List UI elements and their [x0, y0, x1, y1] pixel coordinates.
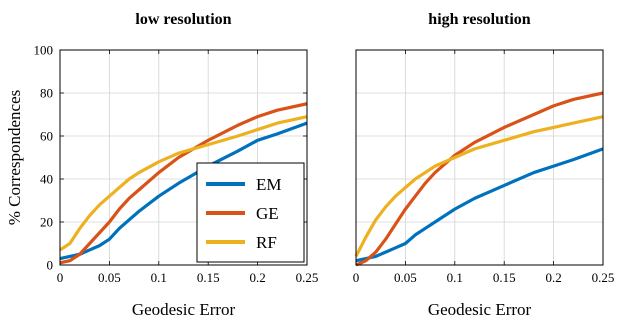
x-tick-label: 0.25 — [296, 270, 319, 285]
series-line-em — [59, 121, 308, 261]
x-tick-label: 0.15 — [493, 270, 516, 285]
y-tick-label: 80 — [40, 86, 53, 101]
x-axis-label: Geodesic Error — [428, 300, 532, 319]
y-axis-label: % Correspondences — [5, 90, 24, 226]
legend-label-rf: RF — [256, 233, 277, 252]
series-line-em — [355, 147, 604, 263]
x-tick-label: 0 — [353, 270, 360, 285]
x-tick-label: 0.05 — [394, 270, 417, 285]
chart-title: low resolution — [135, 11, 231, 28]
x-tick-label: 0.1 — [447, 270, 463, 285]
x-axis-label: Geodesic Error — [132, 300, 236, 319]
legend-label-ge: GE — [256, 204, 279, 223]
y-tick-label: 0 — [47, 258, 54, 273]
series-line-ge — [59, 102, 308, 265]
x-tick-label: 0.15 — [197, 270, 220, 285]
series-line-rf — [354, 115, 604, 258]
plot-frame — [59, 49, 308, 266]
series-line-ge — [355, 91, 604, 267]
x-tick-label: 0.2 — [249, 270, 265, 285]
series-line-rf — [59, 115, 308, 252]
legend-label-em: EM — [256, 175, 282, 194]
x-tick-label: 0.25 — [592, 270, 615, 285]
plot-frame — [355, 49, 604, 266]
chart-title: high resolution — [428, 11, 531, 28]
y-tick-label: 40 — [40, 172, 53, 187]
x-tick-label: 0.2 — [545, 270, 561, 285]
x-tick-label: 0 — [57, 270, 64, 285]
panel-low-resolution: 0 0.05 0.1 0.15 0.2 0.25 0 20 40 60 80 100 low resol… — [5, 11, 318, 319]
y-tick-label: 100 — [34, 43, 54, 58]
panel-high-resolution: 0 0.05 0.1 0.15 0.2 0.25 high resolution Geodes… — [353, 11, 615, 319]
x-tick-label: 0.1 — [151, 270, 167, 285]
y-tick-label: 20 — [40, 215, 53, 230]
y-tick-label: 60 — [40, 129, 53, 144]
x-tick-label: 0.05 — [98, 270, 121, 285]
